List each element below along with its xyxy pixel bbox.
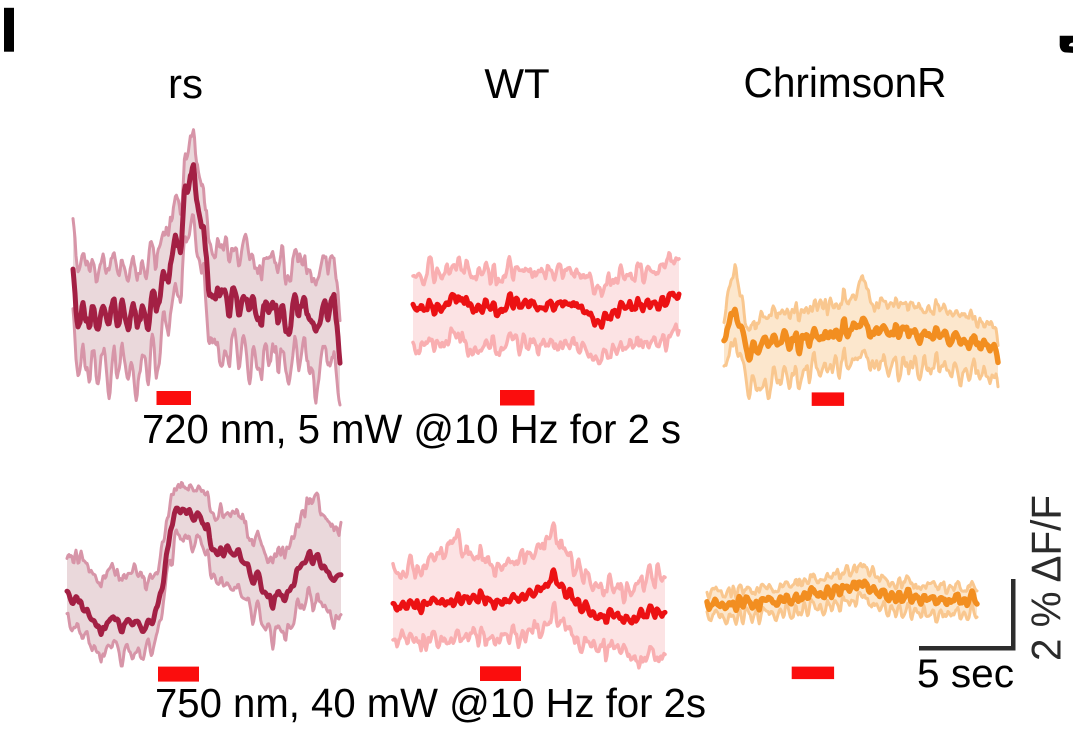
- svg-text:ChrimsonR: ChrimsonR: [744, 59, 947, 106]
- svg-text:rs: rs: [168, 60, 203, 107]
- svg-text:5 sec: 5 sec: [917, 652, 1014, 696]
- svg-text:2 % ΔF/F: 2 % ΔF/F: [1023, 495, 1070, 661]
- svg-text:750 nm, 40 mW @10 Hz for 2s: 750 nm, 40 mW @10 Hz for 2s: [155, 680, 706, 726]
- svg-text:720 nm, 5 mW @10 Hz for 2 s: 720 nm, 5 mW @10 Hz for 2 s: [142, 406, 681, 452]
- svg-text:WT: WT: [484, 60, 549, 107]
